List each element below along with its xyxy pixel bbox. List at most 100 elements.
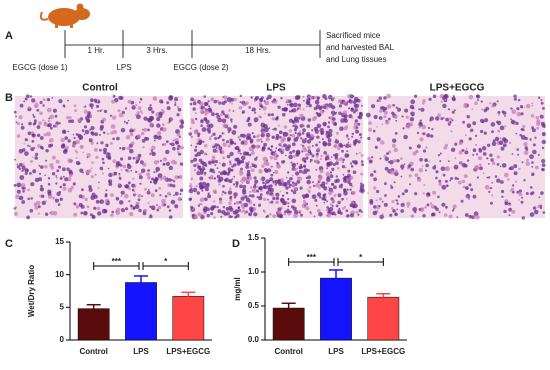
tissue-cell <box>188 188 194 194</box>
tissue-cell <box>536 126 539 130</box>
tissue-cell <box>221 193 224 196</box>
tissue-cell <box>360 136 363 139</box>
tissue-cell <box>351 116 354 119</box>
tissue-cell <box>426 195 429 198</box>
tissue-cell <box>190 159 194 163</box>
tissue-cell <box>422 149 427 153</box>
tissue-cell <box>290 102 294 106</box>
tissue-cell <box>271 118 274 120</box>
tissue-cell <box>280 150 284 155</box>
tissue-cell <box>189 182 192 185</box>
tissue-cell <box>149 180 153 184</box>
tissue-cell <box>403 134 408 140</box>
tissue-cell <box>314 99 320 105</box>
tissue-cell <box>498 114 500 117</box>
tissue-cell <box>347 169 351 173</box>
tissue-cell <box>98 181 100 184</box>
tissue-cell <box>424 205 427 209</box>
tissue-cell <box>430 204 435 209</box>
tissue-cell <box>125 207 129 211</box>
tissue-cell <box>240 155 246 161</box>
tissue-cell <box>349 94 354 99</box>
tissue-cell <box>297 103 302 107</box>
tissue-cell <box>289 183 293 187</box>
tissue-cell <box>523 106 526 109</box>
tissue-cell <box>188 184 193 188</box>
tissue-cell <box>293 168 297 172</box>
tissue-cell <box>42 98 46 101</box>
tissue-cell <box>221 132 224 135</box>
tissue-cell <box>360 183 365 188</box>
tissue-cell <box>250 96 253 99</box>
tissue-cell <box>170 142 175 147</box>
tissue-cell <box>129 148 134 154</box>
tissue-cell <box>298 95 301 97</box>
tissue-cell <box>87 111 91 115</box>
tissue-cell <box>195 185 198 188</box>
tissue-cell <box>300 137 303 140</box>
tissue-cell <box>513 164 518 169</box>
tissue-cell <box>214 137 218 140</box>
tissue-cell <box>325 209 328 212</box>
tissue-cell <box>171 159 176 165</box>
tissue-cell <box>321 138 324 141</box>
tissue-cell <box>531 104 534 107</box>
tissue-cell <box>304 137 307 140</box>
tissue-cell <box>246 195 250 198</box>
tissue-cell <box>121 110 125 115</box>
tissue-cell <box>194 148 198 152</box>
tissue-cell <box>294 118 297 121</box>
tissue-cell <box>464 213 469 217</box>
tissue-cell <box>339 144 342 147</box>
tissue-cell <box>530 114 535 118</box>
tissue-cell <box>16 189 21 194</box>
tissue-cell <box>157 131 162 136</box>
tissue-cell <box>275 196 280 201</box>
tissue-cell <box>345 125 349 129</box>
tissue-cell <box>449 179 452 182</box>
tissue-cell <box>207 107 212 112</box>
tissue-cell <box>20 183 26 188</box>
tissue-cell <box>137 134 141 139</box>
tissue-cell <box>115 210 121 216</box>
tissue-cell <box>510 107 513 110</box>
tissue-cell <box>218 183 221 186</box>
tissue-cell <box>360 154 364 157</box>
tissue-cell <box>326 162 329 165</box>
tissue-cell <box>384 194 387 197</box>
tissue-cell <box>410 111 415 117</box>
tissue-cell <box>217 209 222 214</box>
tissue-cell <box>302 144 305 147</box>
tissue-cell <box>51 172 56 176</box>
tissue-cell <box>357 140 361 144</box>
tissue-cell <box>132 177 135 180</box>
tissue-cell <box>178 175 183 179</box>
x-tick-label: Control <box>79 347 107 356</box>
tissue-cell <box>269 184 273 188</box>
tissue-cell <box>454 142 458 146</box>
tissue-cell <box>206 182 210 186</box>
tissue-cell <box>142 146 145 149</box>
tissue-cell <box>13 184 17 187</box>
tissue-cell <box>60 144 66 149</box>
tissue-cell <box>459 161 464 165</box>
tissue-cell <box>37 205 41 209</box>
tissue-cell <box>358 115 363 120</box>
tissue-cell <box>468 214 473 219</box>
tissue-cell <box>305 152 310 157</box>
tissue-cell <box>392 138 397 143</box>
tissue-cell <box>239 138 241 141</box>
tissue-cell <box>338 104 342 108</box>
tissue-cell <box>139 97 143 101</box>
tissue-cell <box>100 108 103 111</box>
tissue-cell <box>30 197 33 200</box>
tissue-cell <box>523 142 528 147</box>
tissue-cell <box>403 163 406 166</box>
tissue-cell <box>49 143 54 147</box>
tissue-cell <box>35 101 37 104</box>
tissue-cell <box>497 129 501 133</box>
tissue-cell <box>490 158 494 162</box>
tissue-cell <box>242 151 248 156</box>
tissue-cell <box>302 137 306 141</box>
tissue-cell <box>138 175 143 180</box>
